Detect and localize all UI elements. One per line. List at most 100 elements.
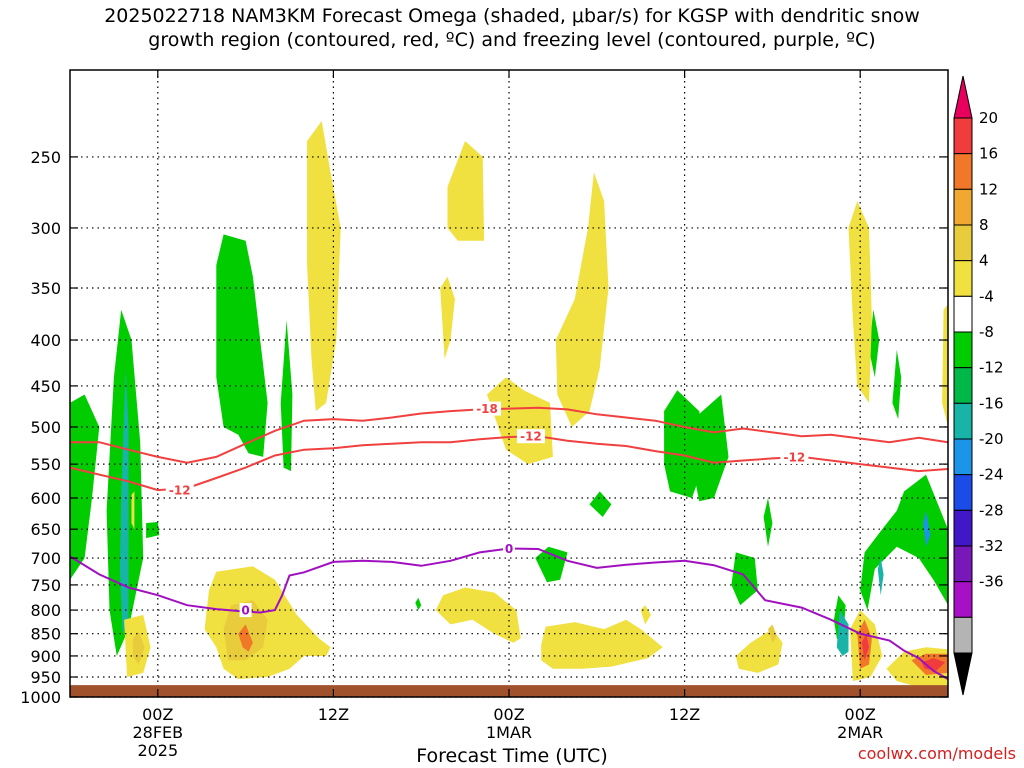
y-tick-label: 650 — [30, 520, 61, 539]
colorbar-label: -36 — [979, 573, 1004, 591]
contour-label: 0 — [505, 542, 513, 556]
x-tick-label: 12Z — [669, 705, 700, 724]
y-tick-label: 1000 — [20, 688, 61, 707]
chart-title: 2025022718 NAM3KM Forecast Omega (shaded… — [0, 4, 1024, 52]
x-tick-label: 00Z — [142, 705, 173, 724]
omega-region — [763, 498, 773, 547]
colorbar-bin — [953, 367, 973, 404]
omega-region — [435, 587, 521, 643]
omega-region — [216, 234, 268, 457]
omega-region — [440, 276, 455, 359]
omega-region — [923, 510, 931, 547]
colorbar-bin — [953, 188, 973, 226]
omega-region — [731, 552, 758, 606]
omega-region — [280, 320, 293, 472]
contour-label-bg — [165, 483, 194, 498]
colorbar-label: -20 — [979, 430, 1004, 448]
y-tick-label: 950 — [30, 668, 61, 687]
colorbar-label: 12 — [979, 180, 998, 198]
colorbar-label: 4 — [979, 252, 989, 270]
omega-region — [640, 605, 651, 625]
omega-region — [541, 619, 663, 669]
omega-region — [860, 474, 948, 611]
colorbar-bin — [953, 117, 973, 155]
omega-region — [70, 394, 100, 580]
colorbar-bin — [953, 509, 973, 547]
omega-region — [535, 546, 568, 583]
y-tick-label: 300 — [30, 219, 61, 238]
colorbar-bin — [953, 616, 973, 654]
colorbar-bin — [953, 153, 973, 190]
omega-region — [921, 658, 946, 671]
y-tick-label: 850 — [30, 625, 61, 644]
y-tick-label: 600 — [30, 489, 61, 508]
contour-label: -12 — [784, 450, 806, 464]
omega-region — [555, 172, 609, 427]
omega-region — [684, 394, 729, 502]
contour-label: -12 — [520, 430, 542, 444]
omega-region — [132, 631, 145, 665]
omega-region — [768, 624, 777, 643]
y-tick-label: 800 — [30, 601, 61, 620]
colorbar-label: -4 — [979, 287, 994, 305]
contour-label-bg — [780, 449, 809, 464]
colorbar-label: -12 — [979, 359, 1004, 377]
omega-region — [447, 141, 485, 241]
axis-layer: 250 300 350 400 450 500 550 600 650 700 750 800 850 9… — [20, 69, 949, 760]
contour-label-bg — [503, 541, 515, 556]
colorbar-bin — [953, 545, 973, 583]
y-tick-label: 250 — [30, 148, 61, 167]
colorbar-bin — [953, 474, 973, 511]
x-tick-label: 28FEB — [132, 723, 183, 742]
omega-region — [146, 521, 160, 539]
x-tick-label: 00Z — [845, 705, 876, 724]
omega-region — [735, 629, 783, 673]
contour-label-bg — [473, 401, 502, 416]
grid-layer — [70, 70, 948, 698]
x-tick-label: 2MAR — [837, 723, 883, 742]
colorbar-label: -28 — [979, 501, 1004, 519]
contour-line — [70, 406, 948, 464]
y-tick-label: 750 — [30, 576, 61, 595]
y-tick-label: 500 — [30, 418, 61, 437]
y-tick-label: 550 — [30, 455, 61, 474]
x-axis-label: Forecast Time (UTC) — [416, 745, 608, 767]
colorbar-bin — [953, 581, 973, 618]
y-tick-label: 700 — [30, 549, 61, 568]
chart-title-line-2: growth region (contoured, red, ºC) and f… — [148, 29, 876, 51]
colorbar-label: 20 — [979, 109, 998, 127]
colorbar-bin — [953, 260, 973, 297]
colorbar-label: 8 — [979, 216, 989, 234]
y-tick-label: 450 — [30, 377, 61, 396]
omega-region — [892, 349, 902, 420]
colorbar-bin — [953, 331, 973, 369]
contour-label: -12 — [169, 484, 191, 498]
credit-text: coolwx.com/models — [857, 744, 1016, 763]
chart-title-line-1: 2025022718 NAM3KM Forecast Omega (shaded… — [104, 5, 920, 27]
y-tick-label: 400 — [30, 331, 61, 350]
colorbar-label: -16 — [979, 394, 1004, 412]
colorbar-label: -32 — [979, 537, 1004, 555]
omega-region — [131, 491, 135, 530]
colorbar-bin — [953, 402, 973, 440]
y-tick-label: 350 — [30, 279, 61, 298]
omega-region — [942, 304, 948, 427]
omega-region — [836, 610, 849, 656]
omega-region — [307, 121, 341, 412]
colorbar-label: -8 — [979, 323, 994, 341]
colorbar-arrow-top — [953, 75, 973, 119]
omega-region — [238, 624, 253, 652]
omega-region — [487, 377, 553, 465]
x-tick-label: 12Z — [318, 705, 349, 724]
contour-label-bg — [516, 429, 545, 444]
colorbar-bin — [953, 295, 973, 333]
colorbar-bin — [953, 224, 973, 262]
omega-region — [204, 566, 331, 680]
omega-region — [415, 597, 422, 611]
contour-label: -18 — [476, 402, 498, 416]
contour-label-bg — [239, 603, 252, 618]
x-tick-label: 00Z — [493, 705, 524, 724]
omega-region — [877, 558, 884, 596]
contour-label: 0 — [241, 604, 249, 618]
